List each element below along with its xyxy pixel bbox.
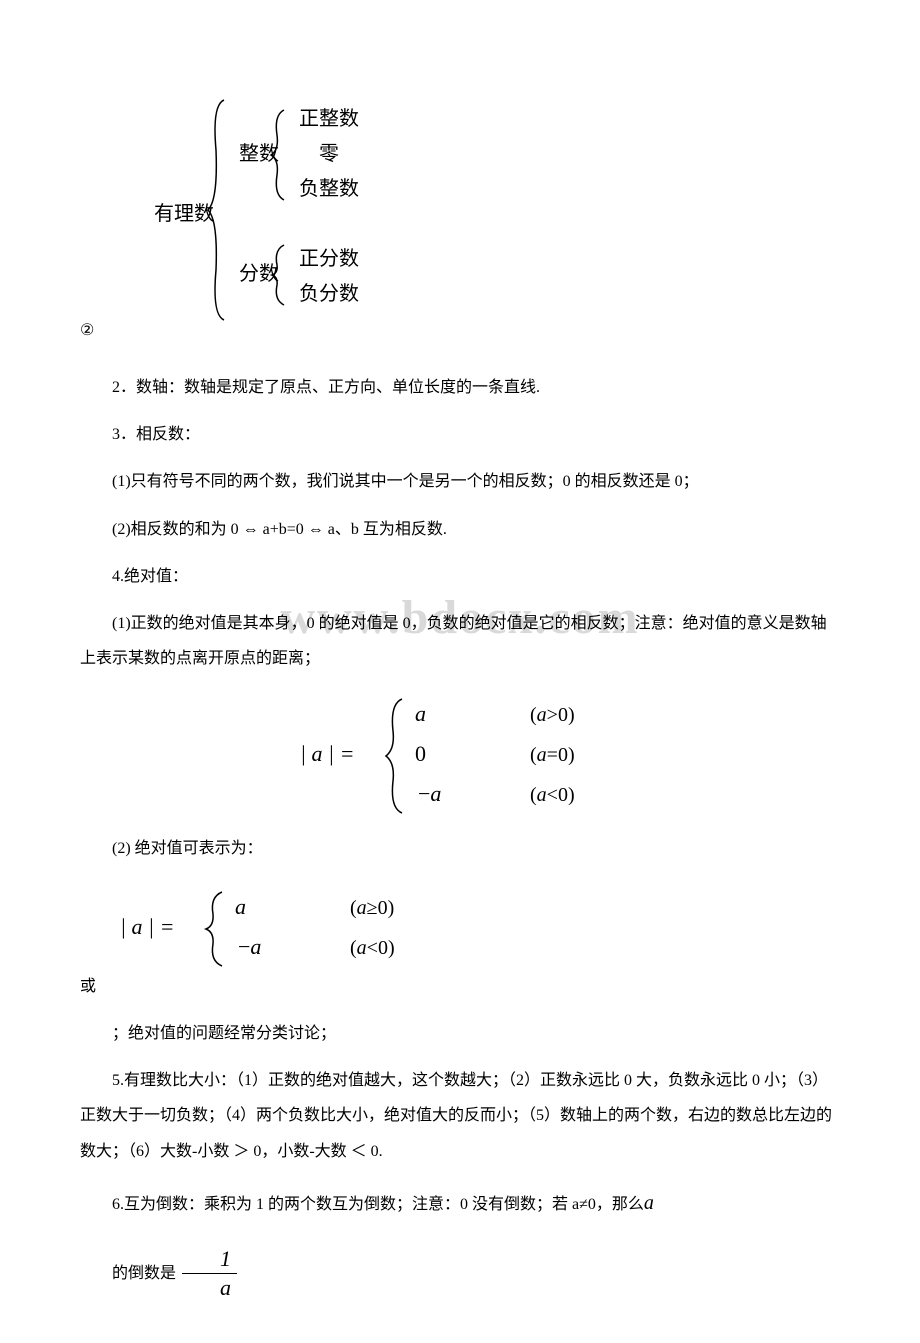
svg-text:负整数: 负整数 [299, 177, 359, 200]
abs-formula-2: | a | = a (a≥0) −a (a<0) [80, 884, 840, 974]
svg-text:(a=0): (a=0) [530, 744, 575, 766]
svg-text:−a: −a [238, 934, 261, 959]
svg-text:(a>0): (a>0) [530, 704, 575, 726]
svg-text:a: a [235, 894, 246, 919]
or-text: 或 [80, 969, 840, 1004]
svg-text:a: a [415, 701, 426, 726]
absolute-value-title: 4.绝对值： [80, 559, 840, 594]
svg-text:零: 零 [319, 143, 339, 165]
fraction-denominator: a [182, 1274, 237, 1303]
abs-formula-2-line: (2) 绝对值可表示为： [80, 836, 840, 872]
fraction-1-over-a: 1 a [182, 1245, 237, 1303]
compare-rationals: 5.有理数比大小：（1）正数的绝对值越大，这个数越大；（2）正数永远比 0 大，… [80, 1063, 840, 1169]
svg-text:(a≥0): (a≥0) [350, 897, 394, 919]
opposite-number-title: 3．相反数： [80, 417, 840, 452]
abs-discussion-note: ；绝对值的问题经常分类讨论； [80, 1016, 840, 1051]
svg-text:有理数: 有理数 [154, 202, 214, 225]
reciprocal-var-a: a [644, 1192, 654, 1214]
document-content: ② 有理数 整数 正整数 零 负整数 分数 正分数 负分数 2．数轴：数轴是规定… [80, 80, 840, 1303]
svg-text:负分数: 负分数 [299, 282, 359, 305]
classification-formula: ② 有理数 整数 正整数 零 负整数 分数 正分数 负分数 [80, 80, 840, 340]
abs-formula-1: | a | = a (a>0) 0 (a=0) −a (a<0) [80, 691, 840, 821]
absolute-value-def-1: (1)正数的绝对值是其本身，0 的绝对值是 0，负数的绝对值是它的相反数；注意：… [80, 606, 840, 676]
svg-text:(a<0): (a<0) [350, 937, 395, 959]
svg-text:正分数: 正分数 [299, 247, 359, 270]
svg-text:| a | =: | a | = [120, 914, 174, 939]
number-axis-definition: 2．数轴：数轴是规定了原点、正方向、单位长度的一条直线. [80, 370, 840, 405]
svg-text:0: 0 [415, 741, 426, 766]
svg-text:| a | =: | a | = [300, 741, 354, 766]
svg-text:正整数: 正整数 [299, 107, 359, 130]
svg-text:分数: 分数 [239, 262, 279, 285]
abs-expr-prefix: (2) 绝对值可表示为： [80, 836, 263, 872]
opposite-number-def-1: (1)只有符号不同的两个数，我们说其中一个是另一个的相反数；0 的相反数还是 0… [80, 464, 840, 499]
svg-text:(a<0): (a<0) [530, 784, 575, 806]
reciprocal-def-line1: 6.互为倒数：乘积为 1 的两个数互为倒数；注意：0 没有倒数；若 a≠0，那么… [80, 1181, 840, 1225]
opposite-number-def-2: (2)相反数的和为 0 ⇔ a+b=0 ⇔ a、b 互为相反数. [80, 512, 840, 547]
svg-text:−a: −a [418, 781, 441, 806]
reciprocal-text-1: 6.互为倒数：乘积为 1 的两个数互为倒数；注意：0 没有倒数；若 a≠0，那么 [112, 1196, 644, 1213]
circle-number-2: ② [80, 320, 94, 340]
reciprocal-def-line2: 的倒数是 1 a [80, 1245, 840, 1303]
fraction-numerator: 1 [182, 1245, 237, 1275]
reciprocal-text-2: 的倒数是 [80, 1256, 176, 1291]
